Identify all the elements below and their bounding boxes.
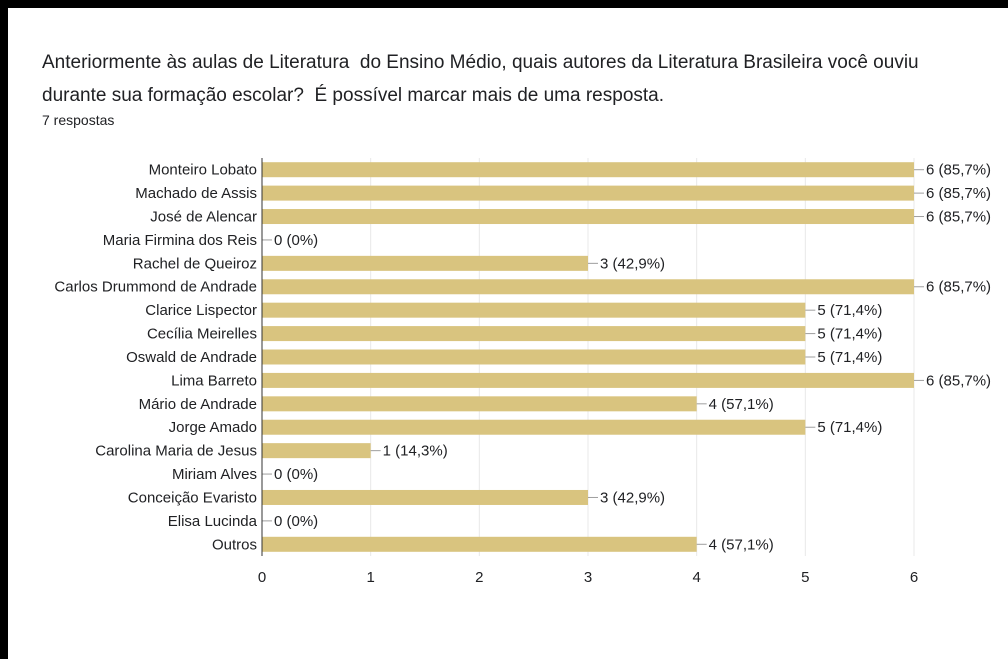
- bar: [262, 443, 371, 459]
- x-tick-label: 1: [366, 569, 374, 586]
- bar: [262, 419, 806, 435]
- chart: 0 1 2 3 4 5 6 Monteiro Lobato 6 (85,7%) Machado d…: [54, 158, 991, 586]
- x-tick-label: 3: [584, 569, 592, 586]
- y-tick-label: Miriam Alves: [172, 466, 257, 483]
- value-label: 4 (57,1%): [709, 536, 774, 553]
- bar: [262, 255, 588, 271]
- bar: [262, 185, 914, 201]
- x-tick-label: 5: [801, 569, 809, 586]
- x-tick-label: 0: [258, 569, 266, 586]
- value-label: 6 (85,7%): [926, 162, 991, 179]
- value-label: 0 (0%): [274, 466, 318, 483]
- bar: [262, 396, 697, 412]
- y-tick-label: Jorge Amado: [169, 419, 257, 436]
- y-tick-label: Cecília Meirelles: [147, 326, 257, 343]
- chart-title: Anteriormente às aulas de Literatura do …: [42, 52, 924, 106]
- value-label: 0 (0%): [274, 232, 318, 249]
- y-tick-label: Monteiro Lobato: [149, 162, 257, 179]
- x-tick-label: 2: [475, 569, 483, 586]
- value-label: 0 (0%): [274, 513, 318, 530]
- x-tick-label: 4: [692, 569, 700, 586]
- value-label: 1 (14,3%): [383, 443, 448, 460]
- y-tick-label: Maria Firmina dos Reis: [103, 232, 257, 249]
- bar: [262, 326, 806, 342]
- value-label: 6 (85,7%): [926, 372, 991, 389]
- y-tick-label: Lima Barreto: [171, 372, 257, 389]
- y-tick-label: Outros: [212, 536, 257, 553]
- value-label: 6 (85,7%): [926, 185, 991, 202]
- bar: [262, 209, 914, 225]
- y-tick-label: Carlos Drummond de Andrade: [54, 279, 257, 296]
- y-tick-label: Oswald de Andrade: [126, 349, 257, 366]
- bar: [262, 162, 914, 178]
- bar: [262, 349, 806, 365]
- value-label: 4 (57,1%): [709, 396, 774, 413]
- y-tick-label: Elisa Lucinda: [168, 513, 258, 530]
- y-tick-label: Rachel de Queiroz: [133, 255, 257, 272]
- y-tick-label: Machado de Assis: [135, 185, 257, 202]
- card: Anteriormente às aulas de Literatura do …: [8, 8, 1008, 659]
- value-label: 3 (42,9%): [600, 255, 665, 272]
- value-label: 5 (71,4%): [817, 419, 882, 436]
- bar: [262, 489, 588, 505]
- response-count: 7 respostas: [42, 112, 115, 128]
- y-tick-label: José de Alencar: [150, 208, 257, 225]
- value-label: 6 (85,7%): [926, 279, 991, 296]
- bar: [262, 279, 914, 295]
- value-label: 5 (71,4%): [817, 326, 882, 343]
- y-tick-label: Clarice Lispector: [145, 302, 257, 319]
- x-tick-label: 6: [910, 569, 918, 586]
- value-label: 3 (42,9%): [600, 489, 665, 506]
- value-label: 6 (85,7%): [926, 208, 991, 225]
- value-label: 5 (71,4%): [817, 349, 882, 366]
- bar: [262, 302, 806, 318]
- y-tick-label: Conceição Evaristo: [128, 489, 257, 506]
- bar: [262, 372, 914, 388]
- y-tick-label: Carolina Maria de Jesus: [95, 443, 257, 460]
- y-tick-label: Mário de Andrade: [139, 396, 257, 413]
- value-label: 5 (71,4%): [817, 302, 882, 319]
- bar: [262, 536, 697, 552]
